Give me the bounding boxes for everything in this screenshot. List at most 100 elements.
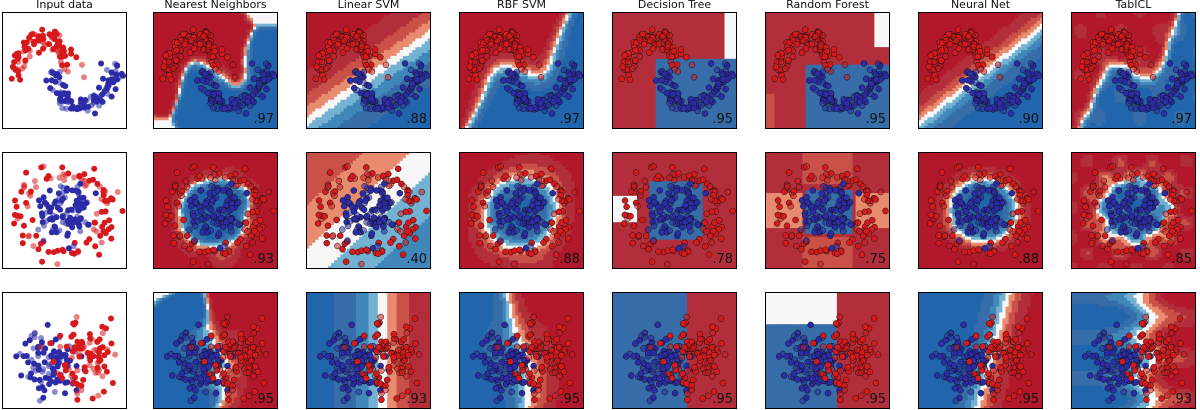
region-cell [484, 79, 488, 83]
region-cell [243, 26, 248, 31]
region-cell [153, 114, 157, 118]
region-cell [321, 64, 326, 69]
region-cell [221, 26, 226, 31]
region-cell [374, 120, 379, 124]
region-cell [549, 32, 554, 36]
region-cell [327, 14, 332, 19]
region-cell [477, 93, 482, 98]
region-cell [484, 12, 488, 16]
region-cell [368, 20, 373, 25]
region-cell [171, 108, 176, 113]
point-red [188, 37, 195, 44]
panel-frame [2, 12, 127, 129]
region-cell [234, 17, 238, 22]
region-cell [390, 67, 395, 72]
point-red [323, 65, 330, 72]
region-cell [337, 14, 341, 19]
region-cell [240, 114, 245, 118]
region-cell [240, 108, 245, 113]
region-cell [334, 120, 338, 124]
region-cell [265, 111, 270, 115]
region-cell [468, 96, 473, 101]
region-cell [493, 123, 498, 127]
region-cell [468, 32, 473, 36]
region-cell [415, 20, 420, 25]
region-cell [228, 12, 232, 16]
region-cell [234, 52, 238, 57]
region-cell [418, 14, 423, 19]
region-cell [259, 102, 263, 107]
region-cell [318, 85, 323, 89]
region-cell [306, 61, 310, 66]
region-cell [346, 55, 351, 60]
region-cell [209, 17, 213, 22]
region-cell [321, 20, 326, 25]
region-cell [340, 12, 345, 16]
region-cell [256, 47, 260, 51]
region-cell [515, 26, 519, 31]
region-cell [530, 76, 535, 80]
region-cell [334, 23, 338, 28]
region-cell [196, 120, 201, 124]
region-cell [309, 44, 313, 48]
region-cell [390, 47, 395, 51]
region-cell [234, 58, 238, 63]
region-cell [462, 67, 466, 72]
region-cell [331, 82, 335, 86]
region-cell [256, 120, 260, 124]
region-cell [178, 17, 182, 22]
region-cell [468, 120, 473, 124]
region-cell [324, 96, 329, 101]
region-cell [421, 29, 426, 34]
region-cell [546, 67, 551, 72]
region-cell [237, 79, 242, 83]
region-cell [174, 108, 179, 113]
region-cell [228, 64, 232, 69]
region-cell [377, 93, 382, 98]
region-cell [156, 29, 160, 34]
region-cell [374, 26, 379, 31]
region-cell [184, 111, 188, 115]
region-cell [546, 17, 551, 22]
region-cell [524, 111, 529, 115]
region-cell [530, 29, 535, 34]
region-cell [352, 102, 357, 107]
region-cell [306, 55, 310, 60]
region-cell [399, 41, 404, 45]
region-cell [490, 67, 494, 72]
region-cell [524, 38, 529, 42]
region-cell [390, 52, 395, 57]
region-cell [368, 14, 373, 19]
region-cell [274, 52, 278, 57]
region-cell [156, 61, 160, 66]
region-cell [537, 90, 541, 95]
region-cell [396, 85, 401, 89]
region-cell [502, 102, 507, 107]
point-red [165, 58, 173, 66]
region-cell [312, 44, 316, 48]
region-cell [234, 35, 238, 39]
region-cell [396, 88, 401, 92]
region-cell [193, 70, 198, 75]
region-cell [327, 111, 332, 115]
region-cell [249, 44, 254, 48]
region-cell [309, 90, 313, 95]
region-cell [487, 111, 491, 115]
region-cell [368, 23, 373, 28]
region-cell [321, 102, 326, 107]
region-cell [471, 23, 476, 28]
region-cell [427, 35, 431, 39]
region-cell [418, 47, 423, 51]
region-cell [174, 70, 179, 75]
region-cell [527, 29, 532, 34]
region-cell [468, 108, 473, 113]
region-cell [324, 111, 329, 115]
region-cell [421, 102, 426, 107]
region-cell [468, 102, 473, 107]
region-cell [365, 126, 370, 129]
region-cell [181, 123, 185, 127]
region-cell [371, 123, 376, 127]
region-cell [546, 111, 551, 115]
region-cell [327, 108, 332, 113]
region-cell [474, 20, 479, 25]
